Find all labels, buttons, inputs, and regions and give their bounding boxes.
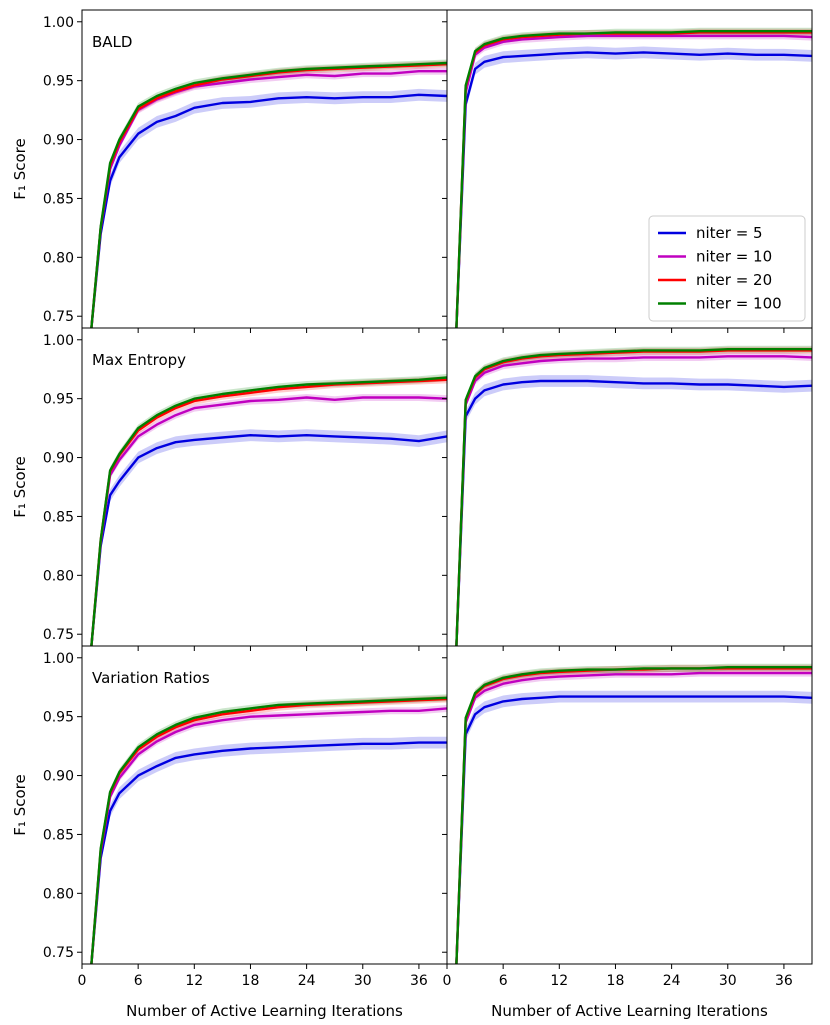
band-niter5-1-left <box>91 429 447 646</box>
y-tick-label: 0.75 <box>43 627 74 643</box>
legend: niter = 5 niter = 10 niter = 20 niter = 100 <box>648 215 806 322</box>
y-tick-label: 0.95 <box>43 74 74 90</box>
x-tick-label: 30 <box>719 973 737 989</box>
band-niter20-2-right <box>456 664 812 964</box>
band-niter100-1-left <box>91 373 447 646</box>
series-line-niter10-0-left <box>90 69 447 328</box>
panel-label: Max Entropy <box>92 351 186 369</box>
panel-2-right: 0 6 12 18 24 30 36 <box>442 645 813 989</box>
y-axis-label: F₁ Score <box>11 456 29 517</box>
series-line-niter5-2-right <box>455 695 812 964</box>
y-tick-label: 0.85 <box>43 509 74 525</box>
axes-frame <box>446 327 813 647</box>
y-tick-label: 0.90 <box>43 769 74 785</box>
y-axis-label: F₁ Score <box>11 774 29 835</box>
x-tick-label: 0 <box>443 973 452 989</box>
band-niter5-0-left <box>91 88 447 328</box>
legend-label: niter = 5 <box>696 224 763 242</box>
series-line-niter10-2-right <box>455 671 812 964</box>
y-tick-label: 0.80 <box>43 250 74 266</box>
x-tick-label: 18 <box>607 973 625 989</box>
x-tick-label: 36 <box>775 973 793 989</box>
y-tick-label: 0.85 <box>43 827 74 843</box>
panel-label: Variation Ratios <box>92 669 210 687</box>
axes-frame <box>81 645 448 965</box>
legend-label: niter = 100 <box>696 295 782 313</box>
x-tick-label: 12 <box>550 973 568 989</box>
axes-frame <box>81 9 448 329</box>
panel-0-left: 0.75 0.80 0.85 0.90 0.95 1.00 BALD <box>43 9 448 333</box>
series-line-niter10-1-left <box>90 396 447 646</box>
band-niter20-2-left <box>91 695 447 964</box>
x-axis-label: Number of Active Learning Iterations <box>491 1002 768 1020</box>
series-line-niter10-0-right <box>455 34 812 328</box>
y-tick-label: 0.80 <box>43 886 74 902</box>
legend-box <box>648 215 806 322</box>
axes-frame <box>81 327 448 647</box>
axes-frame <box>446 645 813 965</box>
x-tick-label: 0 <box>78 973 87 989</box>
x-tick-label: 30 <box>354 973 372 989</box>
y-tick-label: 0.80 <box>43 568 74 584</box>
panel-2-left: 0.75 0.80 0.85 0.90 0.95 1.00 0 6 12 18 24 30 36 Vari… <box>43 645 448 989</box>
x-tick-label: 36 <box>410 973 428 989</box>
series-line-niter100-1-left <box>90 376 447 646</box>
y-tick-label: 0.75 <box>43 309 74 325</box>
series-line-niter20-1-right <box>455 349 812 646</box>
band-niter10-2-right <box>456 669 812 964</box>
series-line-niter10-2-left <box>90 707 447 964</box>
series-line-niter5-0-right <box>455 51 812 328</box>
series-line-niter5-2-left <box>90 741 447 964</box>
x-tick-label: 24 <box>663 973 681 989</box>
series-line-niter100-0-left <box>90 61 447 328</box>
series-line-niter10-1-right <box>455 355 812 646</box>
series-line-niter100-0-right <box>455 30 812 328</box>
y-tick-label: 1.00 <box>43 333 74 349</box>
y-tick-label: 0.90 <box>43 133 74 149</box>
series-line-niter100-2-right <box>455 666 812 964</box>
series-line-niter20-2-right <box>455 667 812 964</box>
band-niter5-2-right <box>456 690 812 964</box>
series-line-niter100-1-right <box>455 348 812 646</box>
panel-1-left: 0.75 0.80 0.85 0.90 0.95 1.00 Max Entropy <box>43 327 448 651</box>
y-tick-label: 0.95 <box>43 710 74 726</box>
series-line-niter5-0-left <box>90 93 447 328</box>
x-tick-label: 12 <box>185 973 203 989</box>
y-tick-label: 0.95 <box>43 392 74 408</box>
band-niter20-1-right <box>456 346 812 646</box>
band-niter5-1-right <box>456 375 812 646</box>
legend-label: niter = 20 <box>696 271 772 289</box>
x-tick-label: 24 <box>298 973 316 989</box>
x-tick-label: 6 <box>499 973 508 989</box>
y-tick-label: 0.75 <box>43 945 74 961</box>
series-line-niter5-1-right <box>455 379 812 646</box>
panel-0-right <box>442 9 813 333</box>
x-axis-label: Number of Active Learning Iterations <box>126 1002 403 1020</box>
y-axis-label: F₁ Score <box>11 138 29 199</box>
band-niter20-1-left <box>91 376 447 646</box>
x-tick-label: 18 <box>242 973 260 989</box>
y-tick-label: 0.85 <box>43 191 74 207</box>
y-tick-label: 0.90 <box>43 451 74 467</box>
series-line-niter100-2-left <box>90 696 447 964</box>
y-tick-label: 1.00 <box>43 651 74 667</box>
band-niter100-2-left <box>91 694 447 964</box>
panel-1-right <box>442 327 813 651</box>
series-line-niter5-1-left <box>90 434 447 646</box>
x-tick-label: 6 <box>134 973 143 989</box>
panel-label: BALD <box>92 33 132 51</box>
series-line-niter20-1-left <box>90 378 447 646</box>
band-niter100-2-right <box>456 663 812 964</box>
band-niter10-1-right <box>456 352 812 646</box>
y-tick-label: 1.00 <box>43 15 74 31</box>
legend-label: niter = 10 <box>696 248 772 266</box>
